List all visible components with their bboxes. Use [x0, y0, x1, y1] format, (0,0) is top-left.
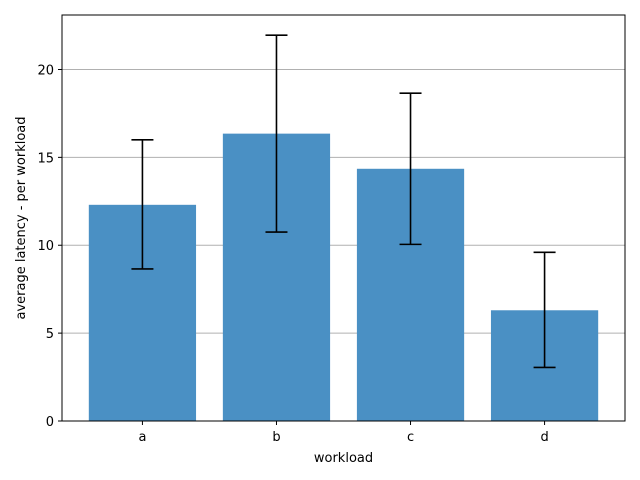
x-tick-label-a: a — [138, 430, 146, 445]
y-axis-title: average latency - per workload — [14, 116, 29, 319]
error-bars — [131, 34, 556, 369]
bars — [88, 133, 599, 422]
x-axis-title: workload — [314, 451, 373, 466]
x-tick-label-d: d — [540, 430, 548, 445]
y-tick-label: 5 — [46, 327, 54, 342]
y-tick-label: 20 — [37, 63, 54, 78]
plot-frame — [61, 14, 626, 422]
y-ticks: 0 5 10 15 20 — [37, 63, 62, 430]
x-tick-label-c: c — [407, 430, 414, 445]
y-tick-label: 15 — [37, 151, 54, 166]
x-ticks: a b c d — [138, 421, 549, 445]
y-tick-label: 0 — [46, 415, 54, 430]
y-tick-label: 10 — [37, 239, 54, 254]
x-tick-label-b: b — [272, 430, 280, 445]
